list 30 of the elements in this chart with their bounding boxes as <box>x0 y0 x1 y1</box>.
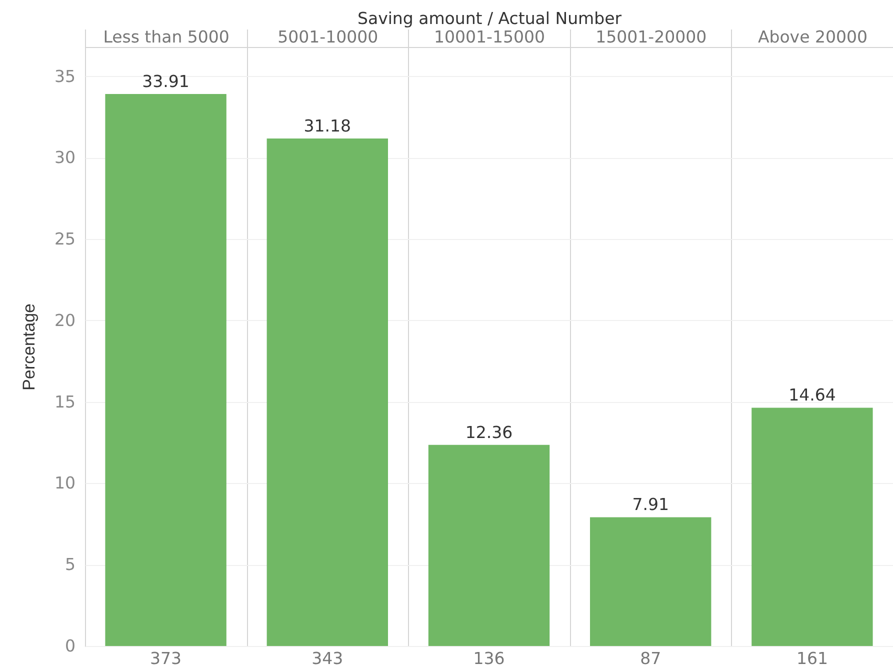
bar <box>105 94 226 646</box>
y-tick-label: 0 <box>65 636 76 656</box>
data-label: 33.91 <box>142 72 190 92</box>
text: 136 <box>473 649 505 668</box>
text: 343 <box>312 649 344 668</box>
x-tick-label: 15001-20000 <box>596 28 707 46</box>
bar <box>590 517 712 646</box>
x-tick-label: Less than 5000 <box>103 28 230 46</box>
y-tick-label: 20 <box>54 310 76 330</box>
x-axis-title: Saving amount / Actual Number <box>357 9 622 28</box>
text: 87 <box>640 649 662 668</box>
data-label: 14.64 <box>788 386 836 405</box>
data-label: 7.91 <box>632 495 669 514</box>
data-label: 12.36 <box>465 422 513 442</box>
y-tick-label: 5 <box>65 555 76 574</box>
y-tick-label: 30 <box>54 148 76 168</box>
x-tick-label: 5001-10000 <box>278 28 378 46</box>
y-axis-title: Percentage <box>20 304 39 390</box>
x-tick-label: Above 20000 <box>758 28 868 46</box>
y-tick-label: 15 <box>54 392 76 412</box>
data-label: 31.18 <box>304 116 352 136</box>
y-tick-label: 25 <box>54 230 76 249</box>
text: 161 <box>796 649 828 668</box>
y-tick-label: 35 <box>54 66 76 86</box>
x-tick-label: 10001-15000 <box>434 28 545 46</box>
bar <box>428 444 550 646</box>
bar <box>752 408 873 646</box>
bar <box>266 138 388 646</box>
y-tick-label: 10 <box>54 474 76 493</box>
text: 373 <box>150 649 182 668</box>
